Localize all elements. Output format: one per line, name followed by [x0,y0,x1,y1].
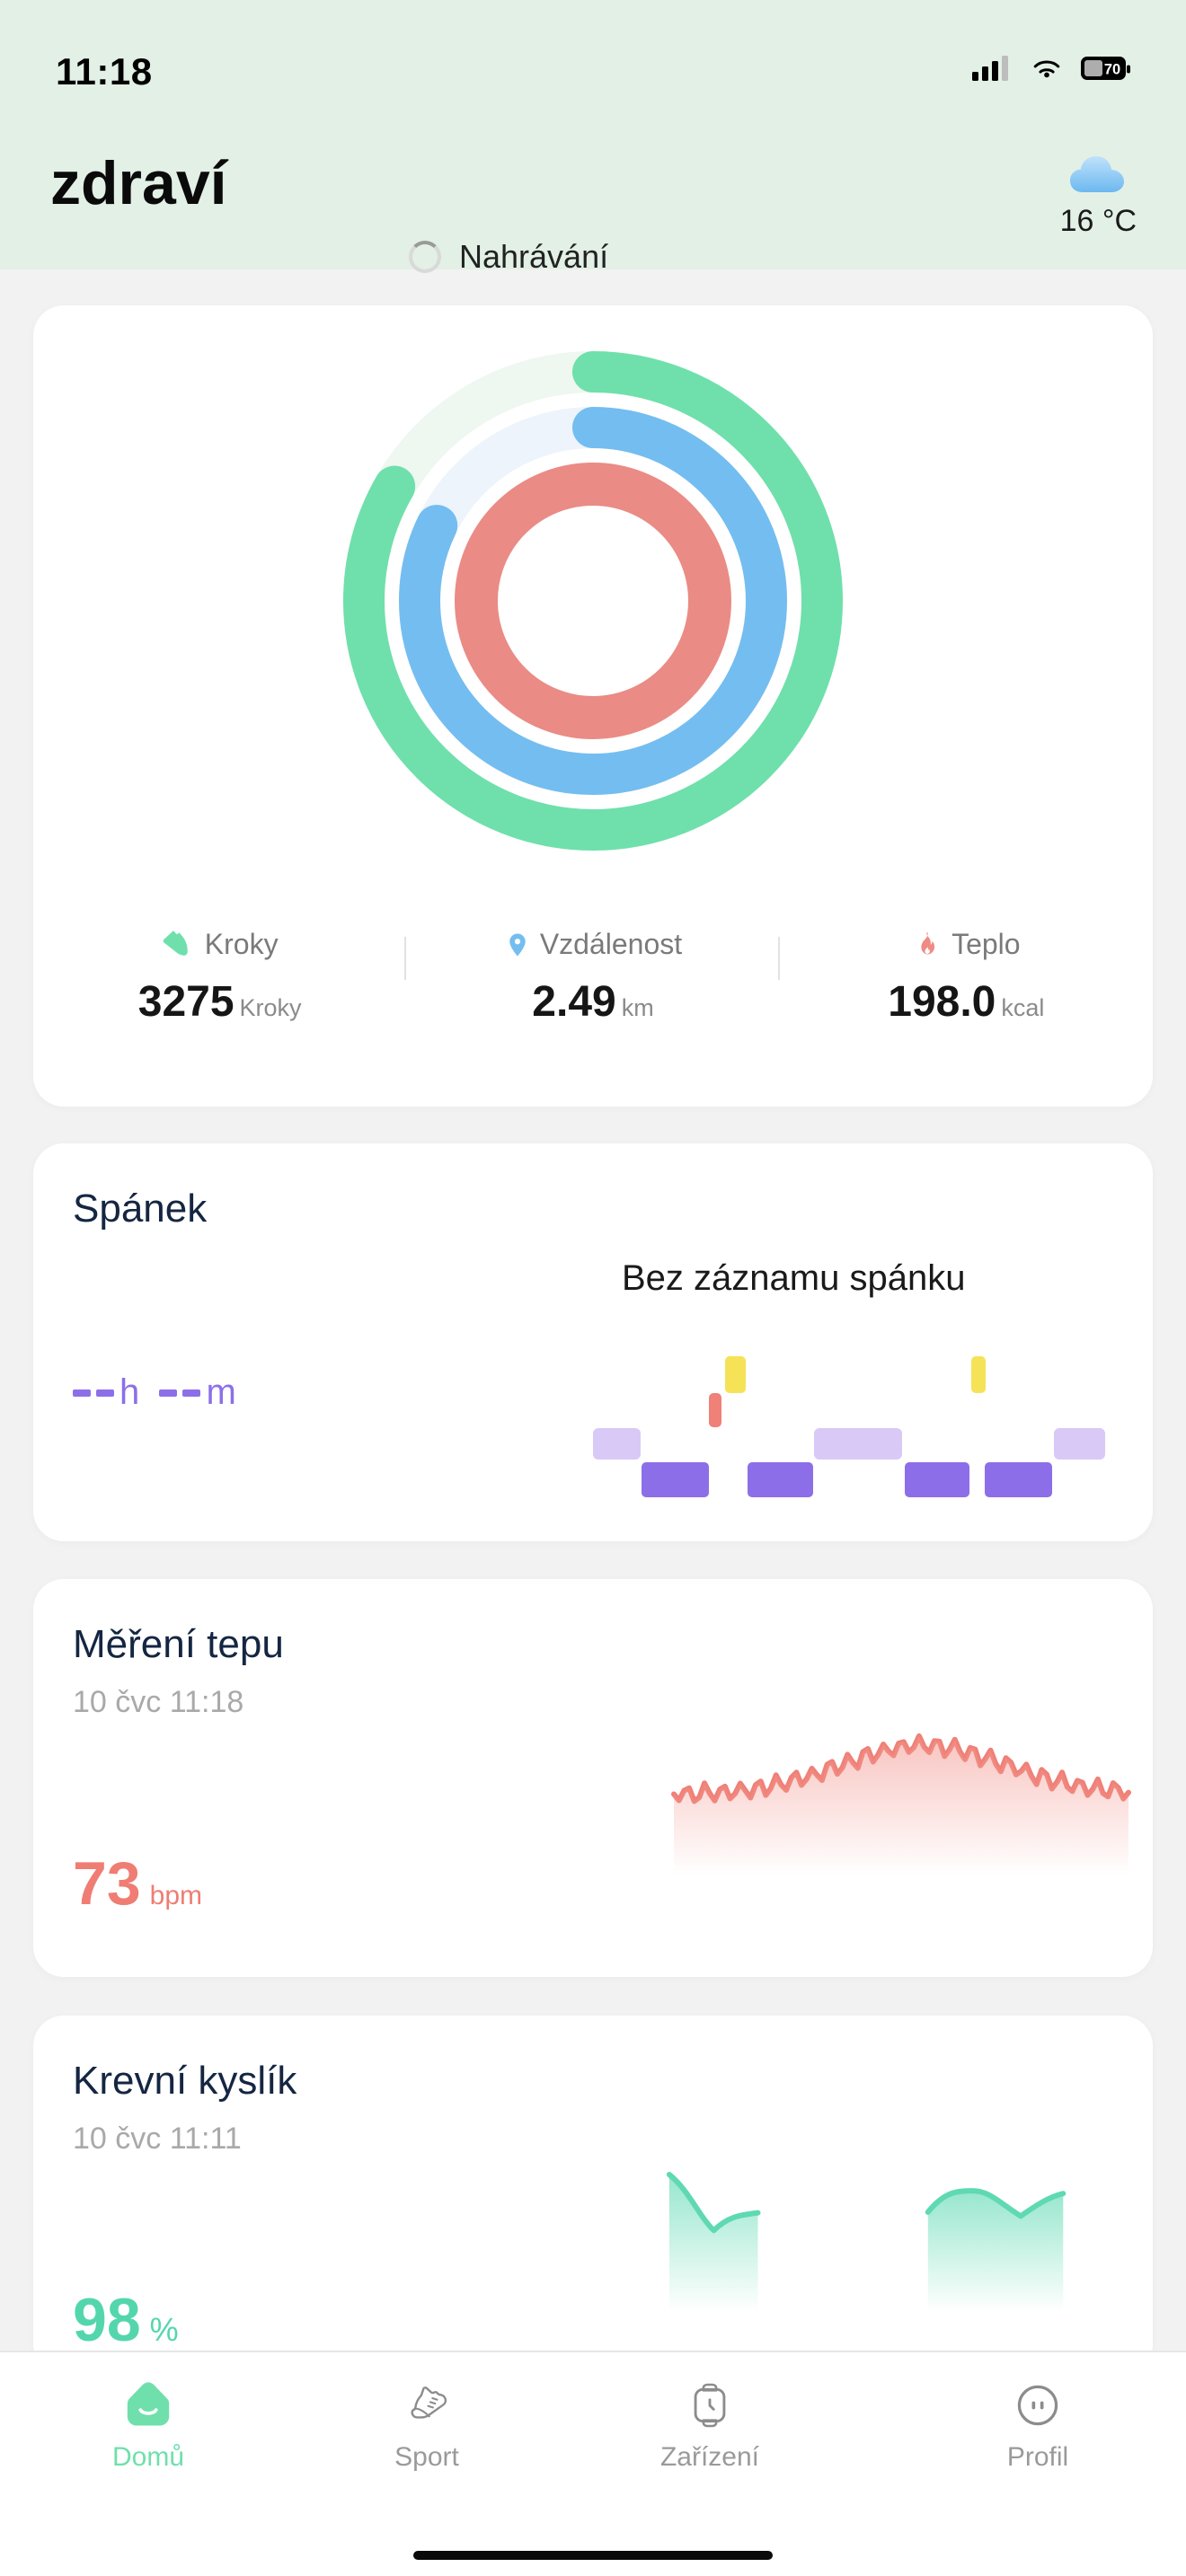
svg-text:70: 70 [1104,62,1120,78]
